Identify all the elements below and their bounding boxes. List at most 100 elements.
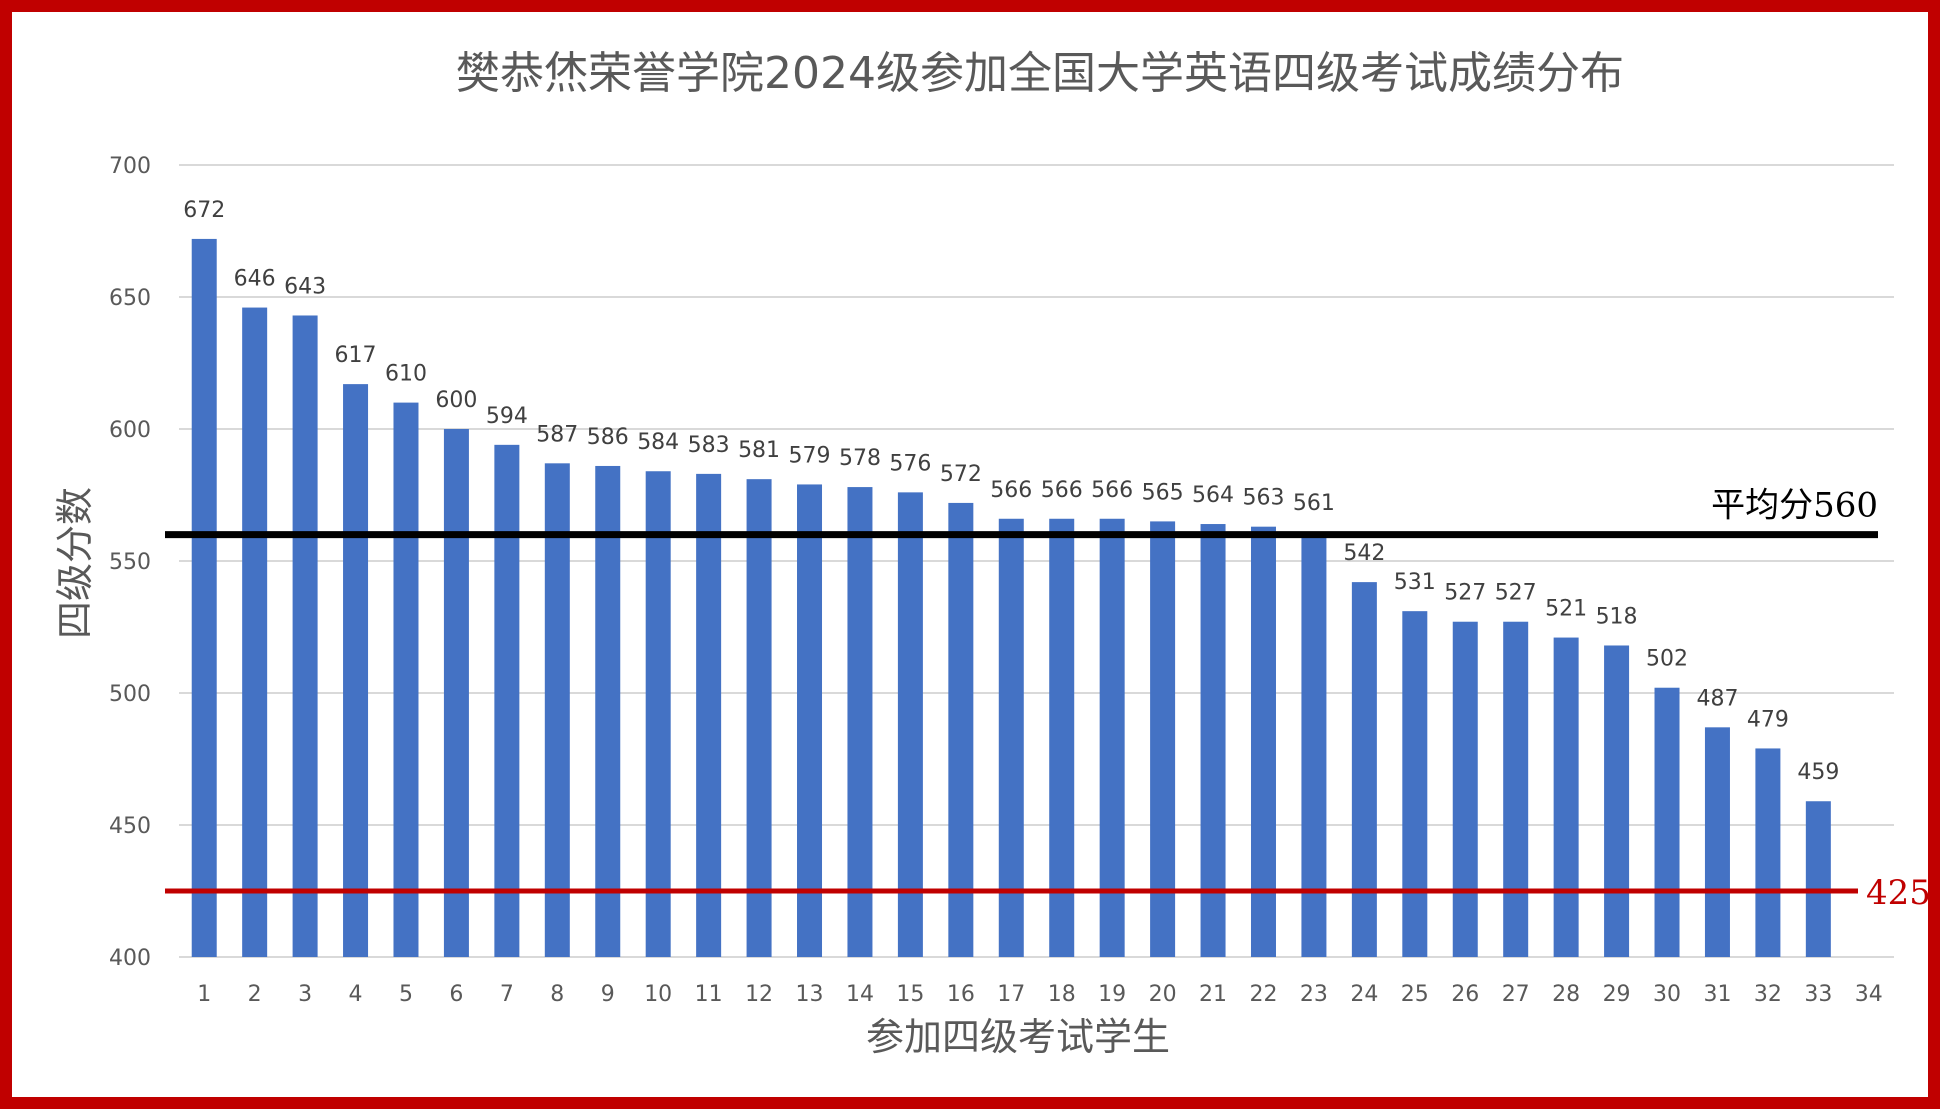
y-tick-label: 700 (109, 154, 151, 179)
x-tick-label: 16 (947, 982, 975, 1007)
bar (1200, 524, 1226, 957)
data-label: 586 (587, 425, 629, 450)
data-label: 581 (738, 438, 780, 463)
x-tick-label: 5 (399, 982, 413, 1007)
x-tick-label: 19 (1098, 982, 1126, 1007)
x-tick-label: 21 (1199, 982, 1227, 1007)
data-label: 527 (1495, 581, 1537, 606)
bar (1351, 582, 1377, 957)
data-label: 579 (789, 443, 831, 468)
data-label: 594 (486, 404, 528, 429)
data-label: 578 (839, 446, 881, 471)
y-tick-label: 600 (109, 418, 151, 443)
data-label: 527 (1444, 581, 1486, 606)
x-tick-label: 22 (1249, 982, 1277, 1007)
bar (191, 238, 217, 958)
x-tick-label: 24 (1350, 982, 1378, 1007)
bar (948, 502, 974, 957)
bar (696, 473, 722, 957)
data-label: 566 (1091, 478, 1133, 503)
x-tick-label: 10 (644, 982, 672, 1007)
x-tick-label: 1 (197, 982, 211, 1007)
x-tick-label: 31 (1703, 982, 1731, 1007)
y-tick-label: 650 (109, 286, 151, 311)
x-tick-label: 32 (1754, 982, 1782, 1007)
data-label: 521 (1545, 597, 1587, 622)
bar (443, 429, 469, 957)
data-label: 564 (1192, 483, 1234, 508)
bar (1301, 531, 1327, 957)
x-tick-label: 18 (1048, 982, 1076, 1007)
x-tick-label: 30 (1653, 982, 1681, 1007)
data-label: 610 (385, 362, 427, 387)
bar (1654, 687, 1680, 957)
average-label: 平均分560 (1711, 486, 1878, 526)
data-label: 502 (1646, 647, 1688, 672)
x-tick-label: 11 (695, 982, 723, 1007)
data-label: 576 (889, 451, 931, 476)
data-label: 617 (335, 343, 377, 368)
data-label: 518 (1596, 604, 1638, 629)
bar (494, 444, 520, 958)
data-label: 600 (435, 388, 477, 413)
bar (746, 479, 772, 957)
bar (544, 463, 570, 957)
bar (1704, 727, 1730, 957)
bar (1150, 521, 1176, 957)
data-label: 643 (284, 274, 326, 299)
x-tick-label: 17 (997, 982, 1025, 1007)
bar (343, 384, 369, 957)
x-tick-label: 15 (896, 982, 924, 1007)
bar (1049, 518, 1075, 957)
data-label: 583 (688, 433, 730, 458)
bar (797, 484, 823, 957)
x-axis-label: 参加四级考试学生 (866, 1015, 1170, 1059)
bar (1402, 611, 1428, 957)
data-label: 487 (1696, 686, 1738, 711)
data-label: 572 (940, 462, 982, 487)
data-label: 563 (1242, 486, 1284, 511)
bar (998, 518, 1024, 957)
x-tick-label: 14 (846, 982, 874, 1007)
bar (1503, 621, 1529, 957)
x-tick-label: 4 (349, 982, 363, 1007)
chart-title: 樊恭烋荣誉学院2024级参加全国大学英语四级考试成绩分布 (456, 48, 1624, 99)
x-tick-label: 2 (248, 982, 262, 1007)
bar (1250, 526, 1276, 957)
data-label: 459 (1797, 760, 1839, 785)
x-tick-label: 9 (601, 982, 615, 1007)
y-tick-label: 400 (109, 946, 151, 971)
bar (1805, 801, 1831, 957)
x-tick-label: 8 (550, 982, 564, 1007)
bar (645, 471, 671, 957)
x-tick-label: 27 (1502, 982, 1530, 1007)
bar (897, 492, 923, 957)
bar (1755, 748, 1781, 957)
bar (242, 307, 268, 957)
bar (595, 465, 621, 957)
x-tick-label: 12 (745, 982, 773, 1007)
x-tick-label: 25 (1401, 982, 1429, 1007)
x-tick-label: 34 (1855, 982, 1883, 1007)
y-axis-label: 四级分数 (53, 487, 97, 639)
bar (393, 402, 419, 958)
data-label: 531 (1394, 570, 1436, 595)
data-label: 584 (637, 430, 679, 455)
bar (847, 487, 873, 957)
x-tick-label: 20 (1149, 982, 1177, 1007)
data-label: 587 (536, 422, 578, 447)
x-tick-label: 23 (1300, 982, 1328, 1007)
data-label: 672 (183, 198, 225, 223)
y-tick-label: 550 (109, 550, 151, 575)
data-label: 561 (1293, 491, 1335, 516)
x-tick-label: 13 (796, 982, 824, 1007)
y-tick-label: 450 (109, 814, 151, 839)
pass-line-label: 425 (1866, 873, 1931, 913)
bar (1099, 518, 1125, 957)
data-label: 566 (990, 478, 1032, 503)
data-label: 566 (1041, 478, 1083, 503)
bar (1604, 645, 1630, 957)
bar (1452, 621, 1478, 957)
